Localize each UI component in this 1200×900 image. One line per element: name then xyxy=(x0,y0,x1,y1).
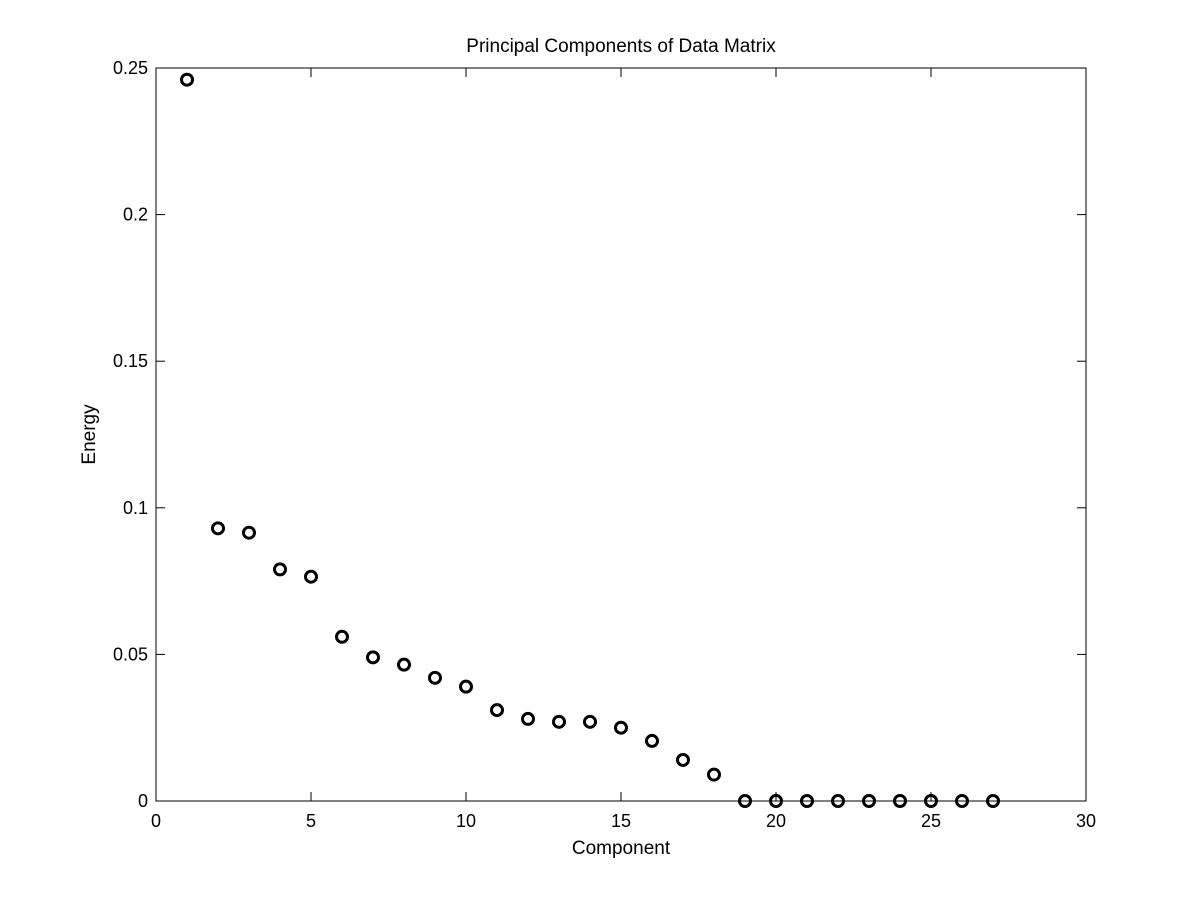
data-point xyxy=(769,794,783,808)
y-tick-label: 0.05 xyxy=(113,644,148,664)
data-point xyxy=(645,733,659,748)
data-point xyxy=(862,794,876,808)
data-point xyxy=(800,794,814,808)
data-point xyxy=(676,752,690,767)
data-point xyxy=(335,629,349,644)
x-tick-label: 25 xyxy=(921,811,941,831)
x-tick-label: 30 xyxy=(1076,811,1096,831)
data-point xyxy=(304,569,318,584)
y-tick-label: 0.25 xyxy=(113,58,148,78)
data-point xyxy=(242,525,256,540)
data-point xyxy=(924,794,938,808)
tick-labels: 0 5 10 15 20 25 30 0 0.05 0.1 0.15 0.2 0.25 xyxy=(113,58,1096,831)
data-point xyxy=(366,650,380,665)
data-point xyxy=(397,657,411,672)
data-point xyxy=(211,521,225,536)
data-point xyxy=(180,72,194,87)
data-point xyxy=(955,794,969,808)
y-tick-label: 0.1 xyxy=(123,498,148,518)
x-tick-label: 20 xyxy=(766,811,786,831)
x-tick-label: 5 xyxy=(306,811,316,831)
data-point xyxy=(893,794,907,808)
data-point xyxy=(490,703,504,718)
chart-title: Principal Components of Data Matrix xyxy=(466,36,776,57)
y-tick-label: 0.15 xyxy=(113,351,148,371)
x-tick-label: 10 xyxy=(456,811,476,831)
data-point xyxy=(614,720,628,735)
data-point xyxy=(583,714,597,729)
data-point xyxy=(738,794,752,808)
y-tick-label: 0.2 xyxy=(123,205,148,225)
y-axis-label: Energy xyxy=(79,404,100,465)
x-tick-label: 15 xyxy=(611,811,631,831)
y-tick-label: 0 xyxy=(138,791,148,811)
data-point xyxy=(428,670,442,685)
data-point xyxy=(273,562,287,577)
data-points xyxy=(180,72,1000,808)
tick-marks xyxy=(155,67,1087,802)
data-point xyxy=(459,679,473,694)
plot-area xyxy=(155,67,1087,802)
x-tick-label: 0 xyxy=(151,811,161,831)
x-axis-label: Component xyxy=(572,838,671,859)
data-point xyxy=(521,711,535,726)
data-point xyxy=(552,714,566,729)
data-point xyxy=(986,794,1000,808)
data-point xyxy=(707,767,721,782)
data-point xyxy=(831,794,845,808)
